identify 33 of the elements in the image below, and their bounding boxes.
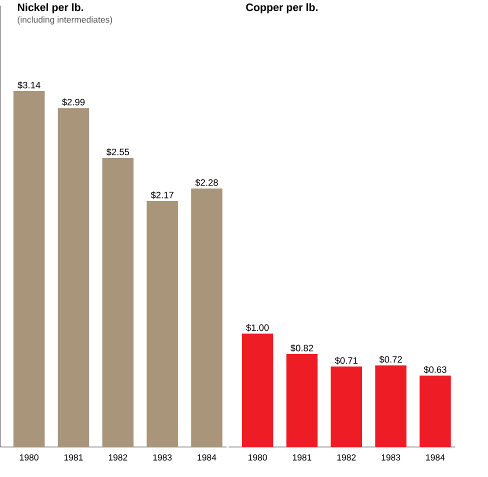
data-label: $0.71 xyxy=(334,356,358,364)
chart-title: Nickel per lb. xyxy=(18,3,84,14)
chart-title: Copper per lb. xyxy=(246,3,318,14)
x-tick-label: 1983 xyxy=(382,454,400,460)
bar xyxy=(420,375,451,447)
x-tick-label: 1982 xyxy=(337,454,356,460)
x-tick-label: 1984 xyxy=(426,454,445,460)
data-label: $3.14 xyxy=(18,81,40,89)
bar xyxy=(13,90,45,447)
bar xyxy=(375,365,406,447)
data-label: $2.28 xyxy=(195,178,218,186)
bar xyxy=(286,354,318,447)
data-label: $0.72 xyxy=(379,356,402,364)
x-tick-label: 1980 xyxy=(248,454,267,460)
bar xyxy=(242,334,274,447)
x-tick-label: 1984 xyxy=(198,454,216,460)
bar xyxy=(330,366,362,447)
data-label: $1.00 xyxy=(246,324,269,332)
chart-subtitle: (including intermediates) xyxy=(18,16,112,24)
data-label: $2.17 xyxy=(150,191,174,199)
x-tick-label: 1981 xyxy=(64,454,83,460)
x-tick-label: 1982 xyxy=(108,454,128,460)
bar xyxy=(102,158,134,447)
x-tick-label: 1983 xyxy=(153,454,172,460)
x-tick-label: 1980 xyxy=(20,454,38,460)
data-label: $0.82 xyxy=(290,344,314,352)
data-label: $2.99 xyxy=(62,98,85,106)
bar xyxy=(191,188,222,447)
data-label: $0.63 xyxy=(424,366,446,374)
data-label: $2.55 xyxy=(106,148,130,156)
bar xyxy=(58,108,90,447)
x-tick-label: 1981 xyxy=(292,454,312,460)
bar xyxy=(146,200,178,447)
